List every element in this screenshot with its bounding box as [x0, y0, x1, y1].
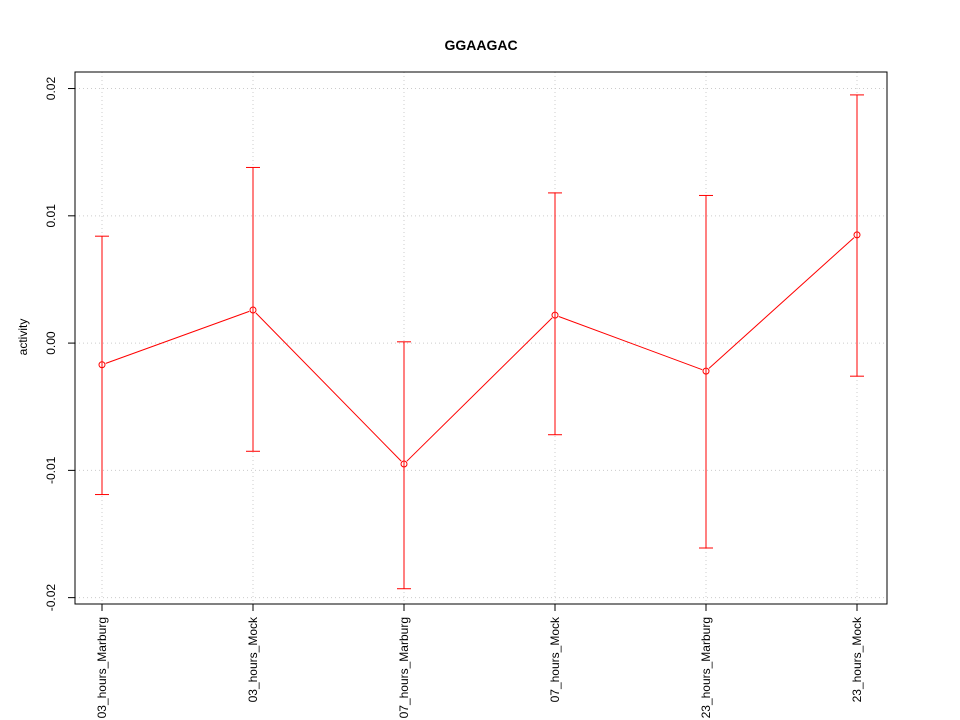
chart-title: GGAAGAC — [444, 37, 517, 53]
series-line-segment — [558, 316, 703, 371]
x-tick-label: 23_hours_Marburg — [699, 617, 713, 718]
x-tick-label: 07_hours_Marburg — [397, 617, 411, 718]
series-line-segment — [406, 317, 553, 462]
data-point — [98, 361, 106, 369]
y-tick-label: -0.01 — [44, 456, 58, 484]
data-point — [249, 306, 257, 314]
series-line-segment — [708, 237, 855, 369]
grid — [75, 72, 887, 604]
x-tick-label: 03_hours_Mock — [246, 616, 260, 702]
axes: -0.02 -0.01 0.00 0.01 0.02 03_hours_Marburg 03… — [44, 77, 864, 719]
x-tick-label: 03_hours_Marburg — [95, 617, 109, 718]
series-line-segment — [105, 310, 250, 364]
data-point — [551, 311, 559, 319]
x-tick-label: 07_hours_Mock — [548, 616, 562, 702]
data-point — [853, 231, 861, 239]
series — [95, 94, 864, 590]
x-tick-label: 23_hours_Mock — [850, 616, 864, 702]
y-tick-label: 0.00 — [44, 331, 58, 355]
data-point — [400, 460, 408, 468]
y-tick-label: 0.02 — [44, 77, 58, 101]
data-point — [702, 367, 710, 375]
plot-frame — [74, 71, 888, 605]
y-axis-label: activity — [16, 319, 30, 356]
series-line-segment — [255, 312, 402, 462]
y-tick-label: 0.01 — [44, 204, 58, 228]
y-tick-label: -0.02 — [44, 584, 58, 612]
